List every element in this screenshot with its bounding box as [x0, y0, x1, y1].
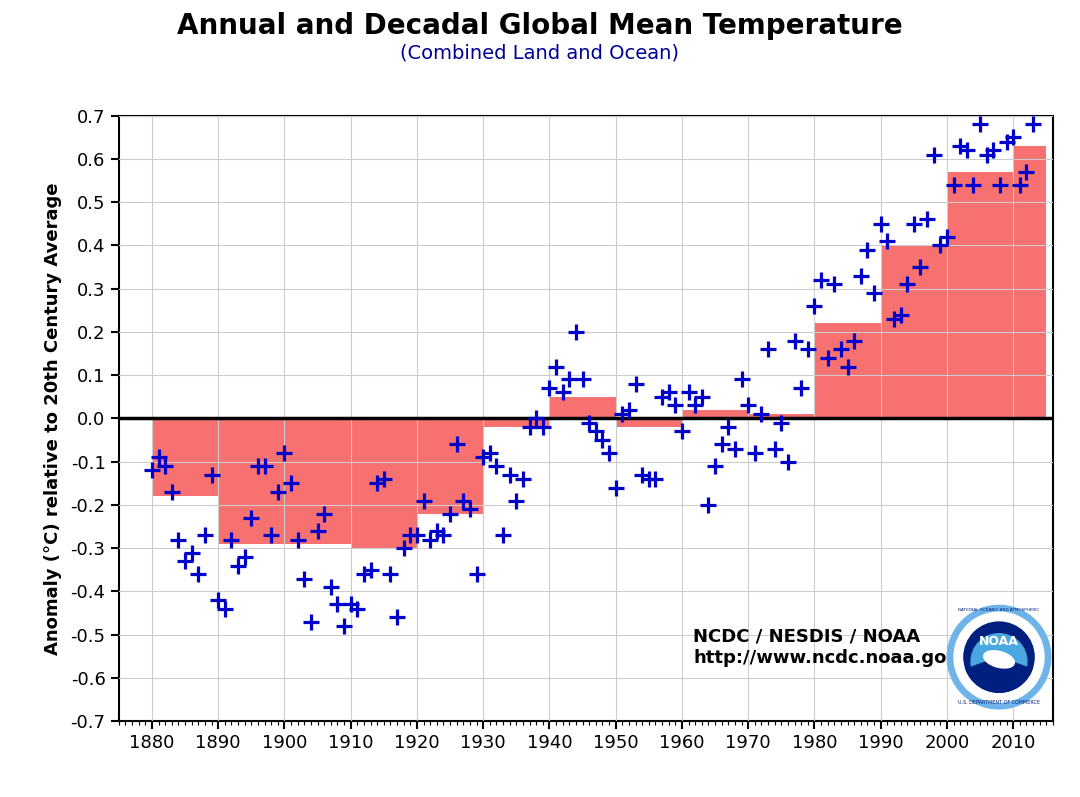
Circle shape — [971, 634, 1027, 689]
Y-axis label: Anomaly (°C) relative to 20th Century Average: Anomaly (°C) relative to 20th Century Av… — [44, 183, 63, 654]
Text: NOAA: NOAA — [980, 635, 1018, 648]
Ellipse shape — [984, 650, 1014, 668]
Circle shape — [954, 612, 1044, 702]
Text: (Combined Land and Ocean): (Combined Land and Ocean) — [401, 44, 679, 63]
Wedge shape — [966, 657, 1032, 693]
Circle shape — [963, 622, 1034, 693]
Text: Annual and Decadal Global Mean Temperature: Annual and Decadal Global Mean Temperatu… — [177, 12, 903, 40]
Text: U.S. DEPARTMENT OF COMMERCE: U.S. DEPARTMENT OF COMMERCE — [958, 700, 1040, 705]
Text: NCDC / NESDIS / NOAA
http://www.ncdc.noaa.gov/: NCDC / NESDIS / NOAA http://www.ncdc.noa… — [693, 628, 966, 667]
Text: NATIONAL OCEANIC AND ATMOSPHERIC: NATIONAL OCEANIC AND ATMOSPHERIC — [958, 608, 1040, 612]
Circle shape — [947, 606, 1051, 709]
